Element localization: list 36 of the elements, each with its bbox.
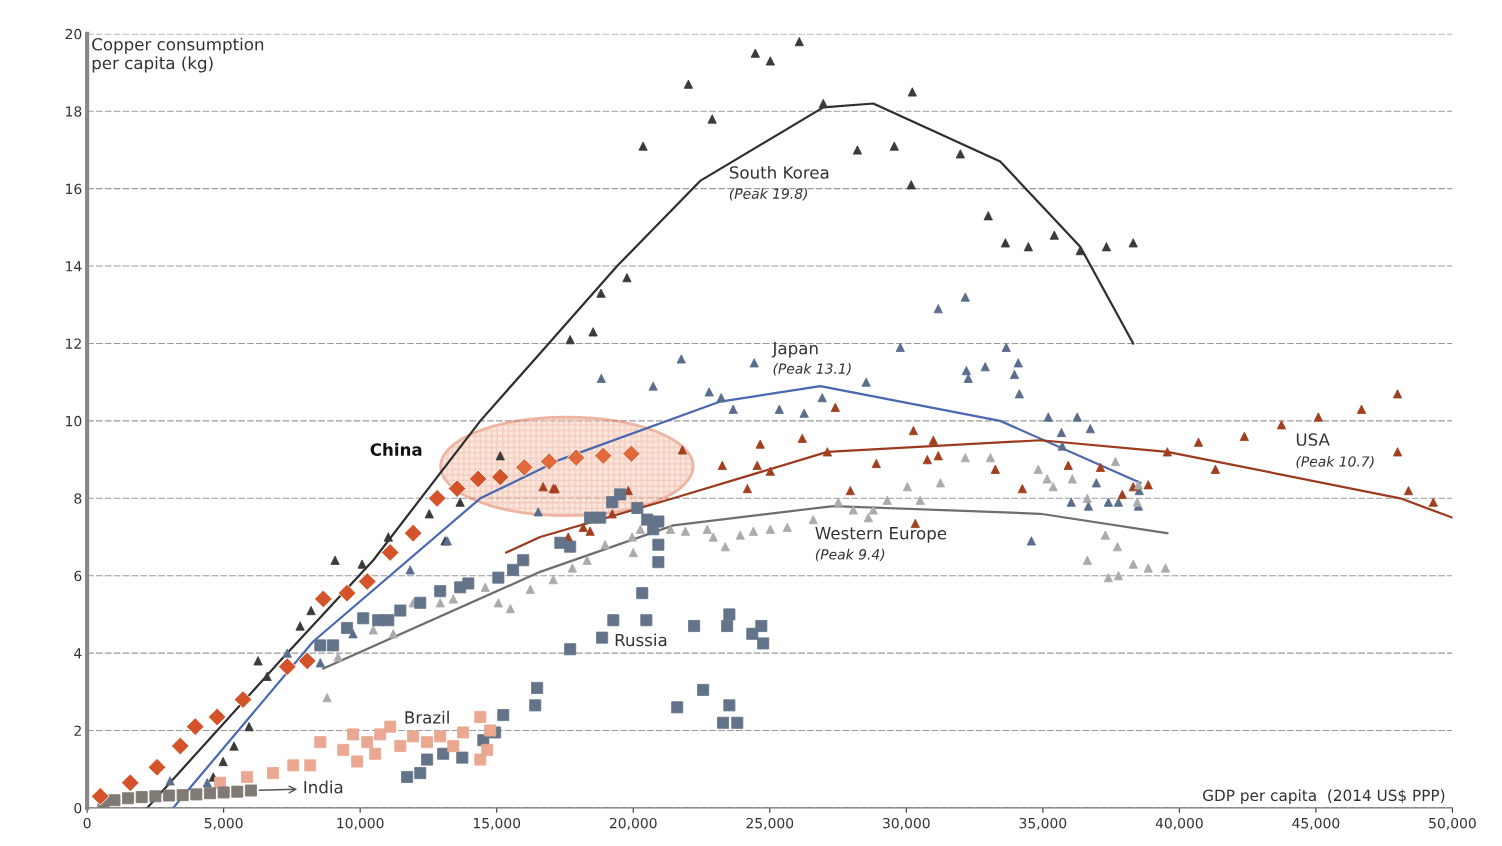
annotation: (Peak 19.8) [729,188,808,201]
x-tick-label: 0 [83,817,91,829]
x-tick-label: 25,000 [746,817,794,830]
annotation: Western Europe [815,527,947,543]
annotation: Brazil [405,710,449,724]
annotation: Japan [771,342,818,358]
y-tick-label: 8 [74,493,82,504]
y-tick-label: 14 [66,261,82,272]
annotation: Russia [615,633,667,647]
x-tick-label: 10,000 [337,817,384,830]
x-tick-label: 20,000 [609,817,657,830]
annotation: India [304,780,343,794]
x-tick-label: 50,000 [1429,817,1476,830]
x-tick-label: 45,000 [1292,817,1340,830]
annotation: USA [1296,433,1330,446]
y-tick-label: 20 [65,28,82,40]
y-tick-label: 16 [66,183,82,195]
x-axis-title: GDP per capita (2014 US$ PPP) [1203,789,1445,805]
y-tick-label: 0 [74,802,82,814]
annotation: (Peak 13.1) [773,363,851,376]
y-tick-label: 2 [74,725,81,736]
x-tick-label: 5,000 [204,817,243,830]
x-tick-label: 40,000 [1155,817,1203,830]
y-tick-label: 18 [66,106,82,117]
x-tick-label: 15,000 [473,817,521,830]
y-tick-label: 12 [66,338,81,349]
y-axis-title: Copper consumption per capita (kg) [92,37,264,73]
y-tick-label: 6 [74,570,82,582]
x-tick-label: 30,000 [883,817,930,830]
annotation: (Peak 9.4) [815,548,885,562]
annotation: China [370,443,422,456]
annotation: (Peak 10.7) [1296,455,1374,469]
annotation: South Korea [729,165,829,179]
y-tick-label: 4 [74,648,82,659]
x-tick-label: 35,000 [1019,817,1067,830]
y-tick-label: 10 [66,415,82,427]
